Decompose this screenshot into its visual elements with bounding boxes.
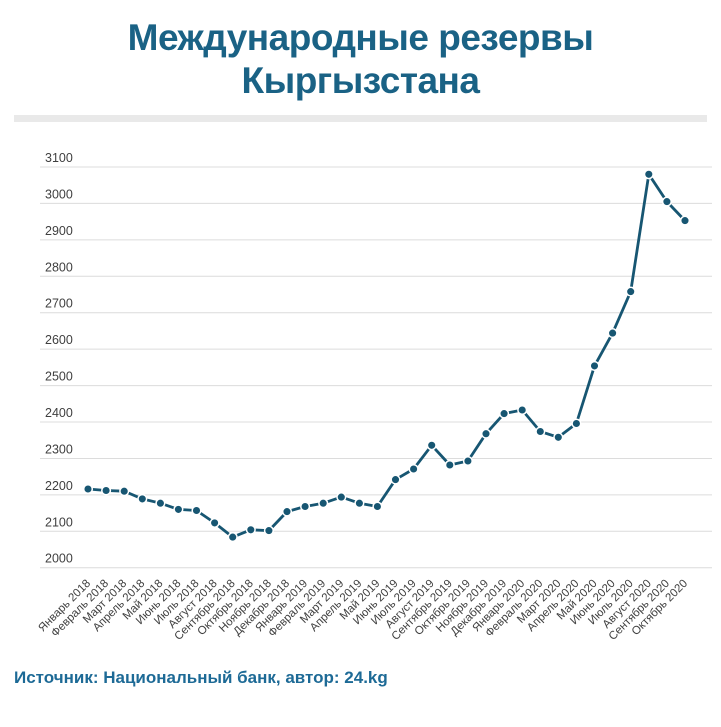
- data-point-marker: [408, 463, 419, 474]
- series-line: [86, 172, 687, 539]
- data-point-marker: [191, 505, 202, 516]
- y-tick-label: 2400: [45, 406, 73, 420]
- y-tick-label: 2200: [45, 478, 73, 492]
- data-point-marker: [553, 431, 564, 442]
- data-point-marker: [372, 501, 383, 512]
- data-point-marker: [499, 408, 510, 419]
- page-title: Международные резервы Кыргызстана: [127, 17, 594, 102]
- data-point-marker: [281, 506, 293, 517]
- y-tick-label: 2800: [45, 260, 73, 274]
- data-point-marker: [263, 525, 274, 536]
- data-point-marker: [480, 428, 492, 439]
- header: Международные резервы Кыргызстана: [0, 16, 721, 122]
- y-tick-label: 2700: [45, 296, 73, 310]
- data-point-marker: [137, 493, 148, 504]
- y-tick-label: 2100: [45, 515, 73, 529]
- data-point-marker: [426, 439, 437, 450]
- data-point-marker: [679, 215, 691, 226]
- data-point-marker: [589, 360, 600, 371]
- data-point-marker: [643, 168, 654, 179]
- data-point-marker: [336, 491, 347, 502]
- data-point-marker: [227, 531, 238, 542]
- data-point-marker: [535, 426, 546, 437]
- reserves-line-chart: 3100 3000 2900 2800 2700 2600 2500 2400 2300 2200…: [36, 151, 712, 642]
- data-point-marker: [101, 485, 112, 496]
- data-point-marker: [354, 497, 365, 508]
- data-point-marker: [571, 418, 582, 429]
- data-point-marker: [625, 286, 636, 297]
- data-point-marker: [517, 404, 528, 415]
- y-tick-label: 3100: [45, 151, 73, 165]
- data-point-marker: [82, 483, 94, 494]
- y-tick-label: 2500: [45, 369, 73, 383]
- data-point-marker: [300, 501, 311, 512]
- data-point-marker: [390, 474, 401, 485]
- data-point-marker: [119, 485, 130, 496]
- y-tick-label: 2600: [45, 333, 73, 347]
- data-point-marker: [661, 196, 672, 207]
- data-point-marker: [173, 503, 184, 515]
- data-point-marker: [607, 327, 618, 338]
- y-tick-label: 3000: [45, 187, 73, 201]
- chart-container: 3100 3000 2900 2800 2700 2600 2500 2400 2300 2200…: [0, 122, 721, 666]
- data-point-marker: [444, 459, 455, 470]
- data-point-marker: [209, 517, 220, 528]
- data-point-marker: [462, 455, 473, 466]
- title-divider: [14, 114, 707, 122]
- y-tick-label: 2300: [45, 442, 73, 456]
- data-point-marker: [245, 524, 256, 535]
- y-tick-label: 2000: [45, 551, 73, 565]
- data-point-marker: [155, 497, 166, 508]
- y-tick-label: 2900: [45, 223, 73, 237]
- source-note: Источник: Национальный банк, автор: 24.k…: [14, 667, 388, 687]
- data-point-marker: [318, 497, 329, 508]
